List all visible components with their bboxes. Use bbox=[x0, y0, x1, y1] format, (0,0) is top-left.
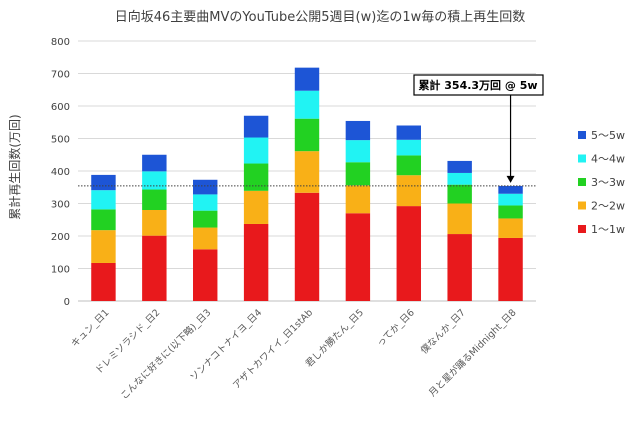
annotation: 累計 354.3万回 @ 5w bbox=[413, 74, 544, 183]
bar-segment bbox=[243, 115, 269, 138]
legend-swatch bbox=[578, 178, 586, 186]
x-tick-label: 月と星が踊るMidnight_日8 bbox=[426, 307, 518, 399]
annotation-box bbox=[413, 74, 544, 96]
bar-segment bbox=[91, 262, 116, 301]
bar-segment bbox=[193, 179, 218, 195]
bar-segment bbox=[91, 190, 116, 210]
legend-swatch bbox=[578, 225, 586, 233]
y-tick-label: 300 bbox=[51, 200, 70, 211]
bar-segment bbox=[294, 67, 320, 91]
bar-segment bbox=[193, 249, 218, 301]
bar-segment bbox=[91, 230, 116, 263]
bar-segment bbox=[142, 171, 167, 190]
bar-segment bbox=[345, 162, 371, 186]
bar-segment bbox=[142, 235, 167, 301]
bar-segment bbox=[243, 190, 269, 224]
bar-segment bbox=[294, 192, 320, 301]
bar-segment bbox=[294, 118, 320, 152]
bar-segment bbox=[498, 237, 523, 301]
bar-segment bbox=[345, 140, 371, 163]
y-axis-ticks: 0 100 200 300 400 500 600 700 800 bbox=[51, 37, 70, 308]
chart-title: 日向坂46主要曲MVのYouTube公開5週目(w)迄の1w毎の積上再生回数 bbox=[115, 9, 525, 25]
bar-segment bbox=[91, 209, 116, 231]
legend-label: 2〜2w bbox=[591, 200, 625, 213]
y-tick-label: 800 bbox=[51, 37, 70, 48]
y-tick-label: 0 bbox=[64, 297, 70, 308]
y-tick-label: 500 bbox=[51, 135, 70, 146]
bar-segment bbox=[447, 203, 472, 235]
legend-swatch bbox=[578, 201, 586, 210]
y-tick-label: 700 bbox=[51, 70, 70, 81]
x-axis-labels: キュン_日1ドレミソラシド_日2こんなに好きに(以下略)_日3ソンナコトナイヨ_… bbox=[69, 307, 518, 402]
bar-segment bbox=[243, 137, 269, 164]
bar-segment bbox=[294, 151, 320, 193]
bar-segment bbox=[193, 227, 218, 250]
bar-segment bbox=[345, 120, 371, 141]
y-tick-label: 200 bbox=[51, 232, 70, 243]
bar-segment bbox=[142, 154, 167, 172]
bar-segment bbox=[396, 125, 421, 140]
bar-segment bbox=[447, 160, 472, 173]
y-tick-label: 400 bbox=[51, 167, 70, 178]
bar-segment bbox=[498, 205, 523, 219]
bar-segment bbox=[294, 90, 320, 119]
x-tick-label: 僕なんか_日7 bbox=[418, 307, 468, 357]
annotation-text: 累計 354.3万回 @ 5w bbox=[418, 78, 537, 92]
legend-swatch bbox=[578, 131, 586, 139]
x-tick-label: ってか_日6 bbox=[375, 307, 417, 349]
y-tick-label: 600 bbox=[51, 102, 70, 113]
bar-segment bbox=[447, 172, 472, 185]
legend-label: 1〜1w bbox=[591, 223, 625, 236]
x-tick-label: キュン_日1 bbox=[69, 307, 111, 349]
bar-segment bbox=[193, 210, 218, 228]
bar-segment bbox=[91, 174, 116, 191]
annotation-arrowhead bbox=[506, 175, 515, 183]
bar-segment bbox=[142, 210, 167, 236]
bar-segment bbox=[447, 184, 472, 204]
legend-label: 4〜4w bbox=[591, 153, 625, 166]
bar-segment bbox=[193, 194, 218, 211]
legend: 5〜5w 4〜4w 3〜3w 2〜2w 1〜1w bbox=[578, 129, 625, 236]
y-axis-label: 累計再生回数(万回) bbox=[7, 114, 22, 219]
bar-segment bbox=[498, 185, 523, 194]
bar-segment bbox=[447, 234, 472, 301]
bar-segment bbox=[243, 223, 269, 301]
legend-label: 5〜5w bbox=[591, 129, 625, 142]
bar-segment bbox=[498, 193, 523, 206]
bar-segment bbox=[396, 206, 421, 301]
legend-label: 3〜3w bbox=[591, 176, 625, 189]
bars bbox=[91, 67, 523, 301]
bar-segment bbox=[396, 155, 421, 176]
bar-segment bbox=[396, 175, 421, 207]
y-tick-label: 100 bbox=[51, 265, 70, 276]
x-tick-label: こんなに好きに(以下略)_日3 bbox=[118, 307, 213, 402]
bar-segment bbox=[345, 213, 371, 301]
bar-segment bbox=[396, 139, 421, 156]
bar-segment bbox=[243, 163, 269, 191]
legend-swatch bbox=[578, 154, 586, 163]
bar-segment bbox=[498, 218, 523, 238]
bar-segment bbox=[142, 189, 167, 210]
bar-segment bbox=[345, 185, 371, 214]
